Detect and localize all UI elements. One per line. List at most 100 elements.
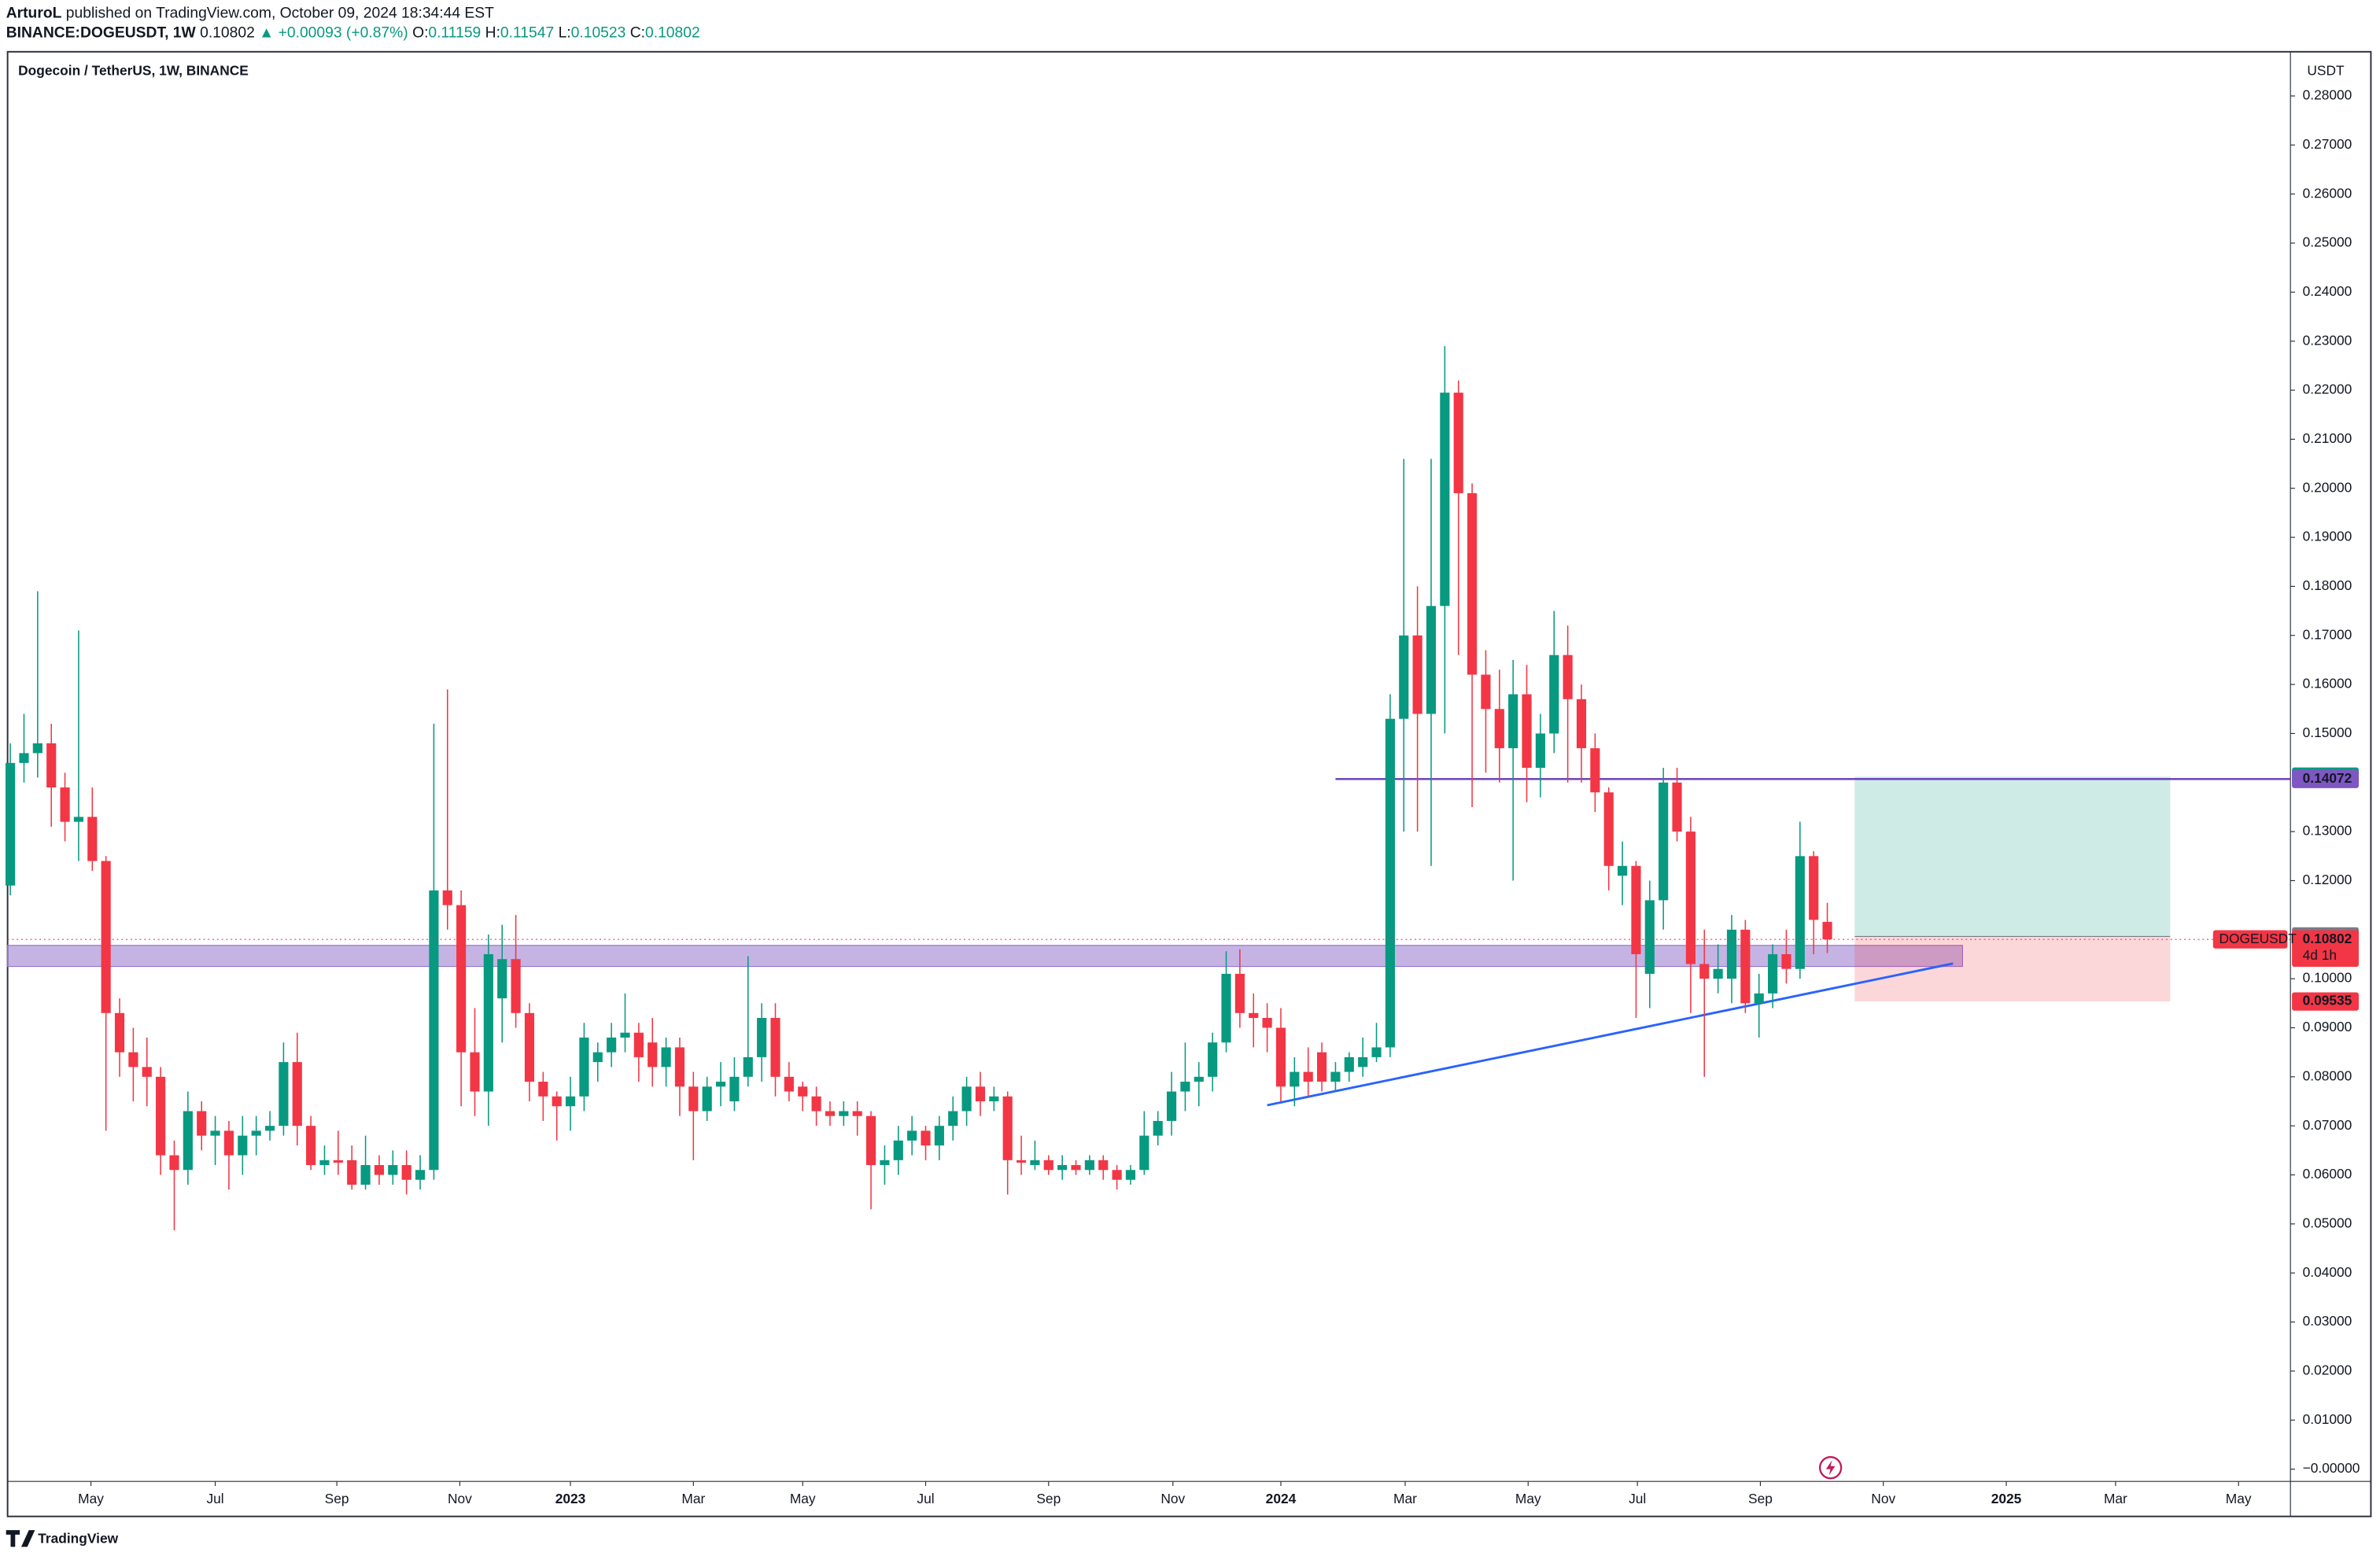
y-tick-label: 0.25000 xyxy=(2303,234,2352,250)
candle-body xyxy=(347,1160,357,1185)
price-label: 0.10802 xyxy=(2303,931,2352,946)
candle-body xyxy=(1016,1160,1027,1163)
candle-body xyxy=(183,1111,193,1171)
y-tick-label: 0.15000 xyxy=(2303,725,2352,740)
candle-body xyxy=(169,1155,179,1171)
candle-body xyxy=(798,1086,808,1097)
y-tick-label: 0.02000 xyxy=(2303,1362,2352,1377)
candle-body xyxy=(1153,1120,1163,1136)
header-line-2: BINANCE:DOGEUSDT, 1W 0.10802 ▲ +0.00093 … xyxy=(6,25,700,42)
candle-body xyxy=(1549,654,1559,734)
candle-body xyxy=(825,1111,836,1116)
y-tick-label: 0.16000 xyxy=(2303,676,2352,691)
candle-body xyxy=(1508,694,1518,749)
candle-body xyxy=(1084,1160,1094,1171)
candle-body xyxy=(60,787,70,822)
candle-body xyxy=(483,953,493,1092)
candle-body xyxy=(46,743,57,788)
x-tick-label: May xyxy=(1515,1491,1541,1506)
event-icon[interactable] xyxy=(1818,1456,1843,1480)
candle-body xyxy=(1002,1096,1013,1160)
ohlc-label: O: xyxy=(412,25,428,42)
candle-body xyxy=(524,1012,535,1082)
y-tick-label: 0.01000 xyxy=(2303,1411,2352,1427)
candle-body xyxy=(729,1076,740,1102)
candle-body xyxy=(865,1115,876,1166)
candle-body xyxy=(197,1111,207,1136)
candle-body xyxy=(592,1052,603,1063)
candle-body xyxy=(1112,1170,1122,1180)
price-label-bg xyxy=(2292,769,2359,788)
candle-body xyxy=(961,1086,972,1112)
candle-body xyxy=(279,1062,289,1126)
candle-body xyxy=(1030,1160,1040,1166)
candle-body xyxy=(648,1042,658,1067)
candle-body xyxy=(948,1111,958,1126)
candle-body xyxy=(374,1165,385,1175)
ohlc-label: C: xyxy=(630,25,645,42)
candle-body xyxy=(223,1130,234,1156)
candle-body xyxy=(1208,1042,1218,1077)
candle-body xyxy=(1249,1012,1259,1019)
y-tick-label: 0.24000 xyxy=(2303,283,2352,299)
candle-body xyxy=(743,1056,753,1077)
candle-body xyxy=(1344,1056,1354,1072)
x-tick-label: Jul xyxy=(917,1491,934,1506)
change: ▲ +0.00093 (+0.87%) xyxy=(259,25,408,42)
candle-body xyxy=(1043,1160,1053,1171)
candle-body xyxy=(156,1076,166,1156)
candle-body xyxy=(674,1047,685,1087)
candle-body xyxy=(661,1047,671,1067)
candle-body xyxy=(1617,865,1628,876)
y-tick-label: 0.27000 xyxy=(2303,136,2352,152)
candle-body xyxy=(1385,718,1395,1048)
candle-body xyxy=(1795,856,1805,969)
candle-body xyxy=(511,959,521,1013)
candle-body xyxy=(1071,1165,1081,1171)
candle-body xyxy=(1221,973,1231,1043)
candle-body xyxy=(1603,792,1614,866)
event-icon-bolt xyxy=(1825,1460,1836,1476)
symbol: BINANCE:DOGEUSDT, 1W xyxy=(6,25,197,42)
plot xyxy=(6,345,2291,1230)
candle-body xyxy=(306,1126,316,1166)
candle-body xyxy=(1412,635,1422,714)
ohlc-label: L: xyxy=(559,25,571,42)
candle-body xyxy=(1098,1160,1109,1171)
candle-body xyxy=(238,1135,248,1156)
candle-body xyxy=(333,1160,343,1163)
x-tick-label: 2025 xyxy=(1991,1491,2022,1506)
y-tick-label: 0.03000 xyxy=(2303,1313,2352,1329)
candle-body xyxy=(6,762,16,886)
candle-body xyxy=(114,1012,125,1053)
symbol-label: DOGEUSDT xyxy=(2219,931,2297,946)
candle-body xyxy=(1139,1135,1149,1171)
last: 0.10802 xyxy=(200,25,255,42)
y-tick-label: 0.28000 xyxy=(2303,87,2352,103)
candle-body xyxy=(1685,831,1696,964)
y-tick-label: 0.07000 xyxy=(2303,1117,2352,1133)
candle-body xyxy=(989,1096,999,1102)
candle-body xyxy=(1781,953,1791,969)
candle-body xyxy=(688,1086,699,1112)
candle-body xyxy=(1535,733,1545,769)
symbol-label-bg xyxy=(2212,930,2288,949)
candle-body xyxy=(620,1032,630,1038)
candle-body xyxy=(839,1111,849,1116)
candle-body xyxy=(975,1086,986,1102)
candle-body xyxy=(251,1130,261,1136)
candle-body xyxy=(456,905,467,1053)
candle-body xyxy=(811,1096,821,1112)
candle-body xyxy=(264,1126,275,1131)
candle-body xyxy=(1699,964,1710,979)
candle-body xyxy=(1330,1071,1341,1082)
candle-body xyxy=(1057,1165,1068,1171)
brand-name: TradingView xyxy=(38,1530,118,1546)
candle-body xyxy=(1426,606,1437,714)
ohlc-value: 0.10802 xyxy=(645,25,700,42)
y-tick-label: 0.17000 xyxy=(2303,626,2352,642)
x-tick-label: May xyxy=(2226,1491,2252,1506)
candle-body xyxy=(1672,782,1682,832)
x-tick-label: 2024 xyxy=(1266,1491,1297,1506)
